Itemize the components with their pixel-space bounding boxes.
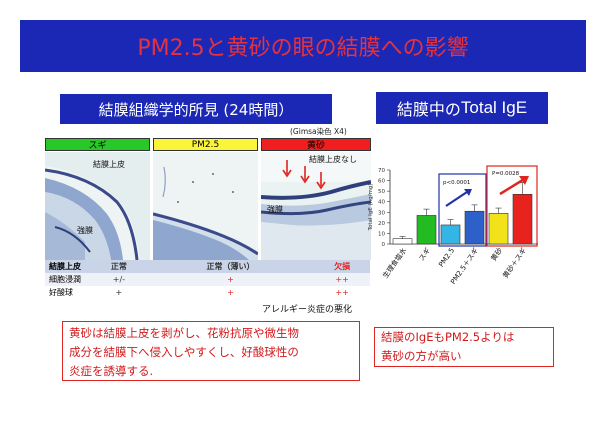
histology-findings-table: 結膜上皮 正常 正常（薄い） 欠損 細胞浸潤 +/- + ++ 好酸球 + + … — [45, 260, 370, 299]
ige-conclusion-box: 結膜のIgEもPM2.5よりは 黄砂の方が高い — [374, 327, 554, 367]
table-row: 結膜上皮 正常 正常（薄い） 欠損 — [45, 260, 370, 273]
y-tick-label: 0 — [382, 242, 386, 248]
bar — [488, 213, 509, 245]
trend-arrowhead-kosa — [519, 176, 529, 185]
ige-subtitle-jp: 結膜中の — [396, 100, 461, 119]
table-row: 好酸球 + + ++ — [45, 286, 370, 299]
x-tick-label: PM2.5 — [437, 247, 456, 269]
table-cell: ++ — [314, 286, 370, 299]
kosa-group-highlight — [486, 165, 538, 247]
table-cell: 欠損 — [314, 260, 370, 273]
column-header-kosa: 黄砂 — [261, 138, 371, 151]
table-cell: 正常 — [91, 260, 147, 273]
ige-subtitle-en: Total IgE — [460, 98, 528, 117]
conclusion-line: 結膜のIgEもPM2.5よりは — [381, 330, 515, 344]
label-epithelium: 結膜上皮 — [93, 160, 125, 169]
row-header: 細胞浸潤 — [45, 273, 91, 286]
label-sclera: 強膜 — [267, 205, 283, 214]
trend-arrow-pm25 — [445, 189, 471, 207]
x-tick-label: 黄砂＋スギ — [501, 246, 528, 280]
trend-arrowhead-pm25 — [464, 189, 472, 196]
y-tick-label: 10 — [378, 231, 385, 237]
column-header-label: スギ — [88, 141, 107, 151]
column-header-label: 黄砂 — [306, 141, 325, 151]
histology-image-kosa: 結膜上皮なし 強膜 — [261, 152, 371, 260]
x-tick-label: 黄砂 — [489, 246, 504, 263]
bar — [416, 215, 437, 245]
pm25-group-highlight — [438, 173, 487, 247]
page-title: PM2.5と黄砂の眼の結膜への影響 — [137, 36, 469, 61]
ige-subtitle: 結膜中の Total IgE — [376, 92, 548, 124]
x-tick-label: 生理食塩水 — [381, 246, 408, 280]
x-tick-label: スギ — [418, 247, 433, 263]
table-cell: + — [91, 286, 147, 299]
bar — [512, 194, 533, 245]
conclusion-line: 成分を結膜下へ侵入しやすくし、好酸球性の — [69, 345, 299, 359]
table-cell: 正常（薄い） — [146, 260, 315, 273]
bar — [464, 210, 485, 245]
y-axis-label: Total IgE (ng/mg) — [368, 184, 374, 232]
stain-note: (Gimsa染色 X4) — [290, 127, 347, 136]
allergy-note: アレルギー炎症の悪化 — [262, 305, 353, 315]
column-header-pm25: PM2.5 — [153, 138, 258, 151]
row-header: 結膜上皮 — [45, 260, 91, 273]
histology-subtitle-text: 結膜組織学的所見 (24時間） — [98, 100, 294, 119]
histology-image-pm25 — [153, 152, 258, 260]
conclusion-line: 黄砂は結膜上皮を剥がし、花粉抗原や微生物 — [69, 326, 299, 340]
pvalue-kosa: P=0.0028 — [492, 171, 520, 177]
y-tick-label: 60 — [378, 179, 385, 185]
y-tick-label: 50 — [378, 189, 385, 195]
table-cell: +/- — [91, 273, 147, 286]
row-header: 好酸球 — [45, 286, 91, 299]
bar — [392, 238, 413, 245]
y-tick-label: 40 — [378, 200, 385, 206]
y-tick-label: 70 — [378, 168, 385, 174]
histology-image-sugi: 結膜上皮 強膜 — [45, 152, 150, 260]
conclusion-line: 黄砂の方が高い — [381, 349, 462, 363]
table-row: 細胞浸潤 +/- + ++ — [45, 273, 370, 286]
histology-conclusion-box: 黄砂は結膜上皮を剥がし、花粉抗原や微生物 成分を結膜下へ侵入しやすくし、好酸球性… — [62, 321, 360, 381]
title-banner: PM2.5と黄砂の眼の結膜への影響 — [20, 20, 586, 72]
label-no-epithelium: 結膜上皮なし — [309, 155, 357, 164]
y-tick-label: 30 — [378, 210, 385, 216]
table-cell: + — [146, 286, 315, 299]
y-tick-label: 20 — [378, 221, 385, 227]
bar — [440, 224, 461, 245]
trend-arrow-kosa — [499, 176, 527, 196]
table-cell: + — [146, 273, 315, 286]
column-header-label: PM2.5 — [191, 139, 220, 150]
column-header-sugi: スギ — [45, 138, 150, 151]
label-sclera: 強膜 — [77, 226, 93, 235]
table-cell: ++ — [314, 273, 370, 286]
conclusion-line: 炎症を誘導する. — [69, 364, 154, 378]
histology-subtitle: 結膜組織学的所見 (24時間） — [60, 94, 332, 124]
pvalue-pm25: p<0.0001 — [443, 180, 470, 186]
